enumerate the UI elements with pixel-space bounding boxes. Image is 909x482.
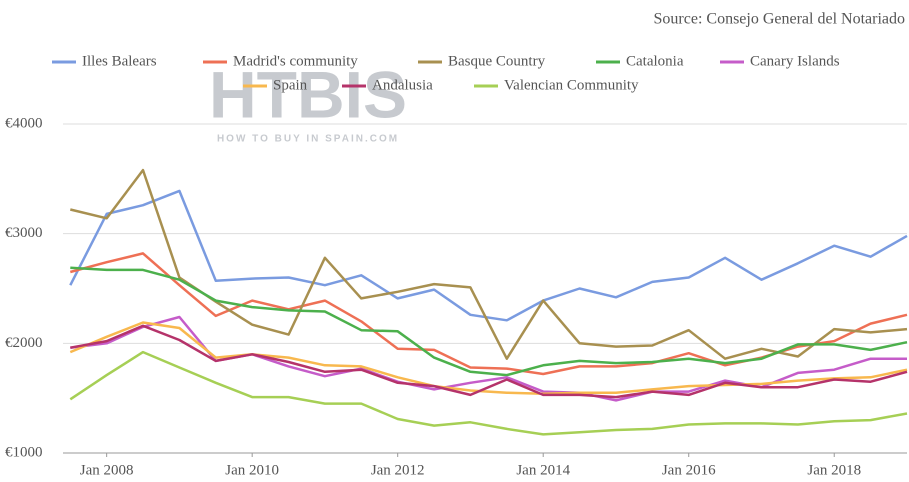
y-tick-label: €2000	[5, 335, 43, 351]
legend-label: Valencian Community	[504, 77, 639, 93]
x-tick-label: Jan 2014	[516, 462, 570, 478]
y-tick-label: €4000	[5, 115, 43, 131]
source: Source: Consejo General del Notariado	[654, 11, 905, 28]
series-line	[69, 350, 908, 436]
legend-label: Andalusia	[372, 77, 433, 93]
series-line	[69, 189, 908, 322]
x-tick-label: Jan 2012	[371, 462, 425, 478]
legend-label: Catalonia	[626, 53, 684, 69]
series-line	[69, 321, 908, 396]
legend-label: Madrid's community	[233, 53, 358, 69]
watermark: HTBIS	[209, 57, 407, 131]
x-tick-label: Jan 2010	[225, 462, 279, 478]
y-tick-label: €1000	[5, 444, 43, 460]
watermark-subtitle: HOW TO BUY IN SPAIN.COM	[217, 134, 399, 145]
legend-label: Illes Balears	[82, 53, 157, 69]
legend-label: Canary Islands	[750, 53, 840, 69]
series-line	[70, 168, 908, 360]
series-line	[70, 324, 908, 399]
legend-label: Spain	[273, 77, 308, 93]
x-tick-label: Jan 2018	[807, 462, 861, 478]
series-line	[70, 266, 908, 377]
y-tick-label: €3000	[5, 225, 43, 241]
legend-label: Basque Country	[448, 53, 546, 69]
x-tick-label: Jan 2016	[662, 462, 716, 478]
x-tick-label: Jan 2008	[80, 462, 134, 478]
